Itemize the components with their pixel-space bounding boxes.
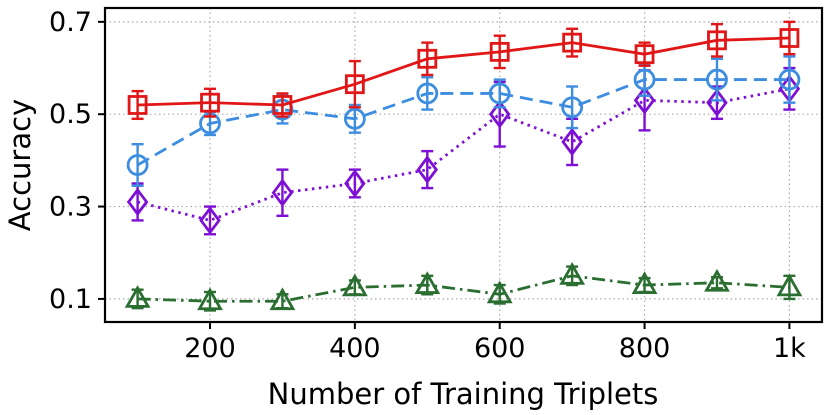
circle-marker bbox=[706, 68, 728, 91]
square-marker bbox=[272, 95, 293, 115]
diamond-marker bbox=[344, 169, 366, 198]
series-line bbox=[137, 274, 790, 303]
circle-marker bbox=[343, 107, 366, 130]
circle-marker bbox=[778, 68, 801, 91]
square-marker bbox=[634, 44, 655, 65]
square-marker bbox=[779, 28, 800, 48]
data-series bbox=[124, 20, 803, 312]
grid-lines bbox=[105, 8, 822, 322]
triangle-marker bbox=[197, 287, 223, 311]
square-marker bbox=[489, 41, 510, 62]
x-tick-label: 600 bbox=[474, 333, 526, 364]
y-tick-label: 0.5 bbox=[49, 99, 92, 130]
series-purple-diamonds bbox=[126, 66, 801, 236]
y-tick-label: 0.7 bbox=[49, 7, 92, 38]
triangle-marker bbox=[414, 271, 441, 294]
axes bbox=[98, 6, 824, 329]
y-axis-label: Accuracy bbox=[3, 99, 37, 231]
triangle-marker bbox=[124, 285, 151, 308]
y-tick-label: 0.1 bbox=[49, 284, 92, 315]
tick-labels: 200 400 600 800 1k 0.1 0.3 0.5 0.7 bbox=[49, 7, 806, 364]
square-marker bbox=[562, 32, 583, 53]
diamond-marker bbox=[416, 155, 439, 184]
triangle-marker bbox=[631, 271, 658, 294]
square-marker bbox=[707, 30, 727, 51]
square-marker bbox=[127, 95, 148, 115]
square-marker bbox=[344, 74, 365, 95]
diamond-marker bbox=[199, 206, 221, 235]
diamond-marker bbox=[561, 127, 583, 157]
x-tick-label: 1k bbox=[773, 333, 806, 364]
square-marker bbox=[417, 48, 438, 69]
x-tick-label: 800 bbox=[619, 333, 671, 364]
series-line bbox=[137, 87, 790, 222]
diamond-marker bbox=[706, 88, 728, 117]
circle-marker bbox=[488, 82, 511, 105]
circle-marker bbox=[633, 68, 656, 91]
series-green-triangles bbox=[124, 261, 803, 312]
diamond-marker bbox=[271, 178, 294, 208]
triangle-marker bbox=[269, 287, 296, 311]
x-tick-label: 400 bbox=[329, 333, 381, 364]
triangle-marker bbox=[559, 261, 586, 285]
diamond-marker bbox=[488, 99, 511, 129]
triangle-marker bbox=[704, 268, 730, 292]
triangle-marker bbox=[486, 280, 513, 304]
square-marker bbox=[200, 92, 220, 113]
diamond-marker bbox=[126, 187, 149, 217]
y-tick-label: 0.3 bbox=[49, 192, 92, 223]
series-line bbox=[136, 78, 790, 167]
triangle-marker bbox=[776, 273, 803, 297]
triangle-marker bbox=[341, 273, 368, 297]
series-line bbox=[137, 36, 790, 107]
circle-marker bbox=[126, 154, 149, 176]
series-red-squares bbox=[127, 20, 800, 121]
circle-marker bbox=[561, 96, 584, 119]
x-tick-label: 200 bbox=[184, 333, 236, 364]
circle-marker bbox=[416, 82, 439, 105]
series-blue-circles bbox=[126, 55, 801, 187]
x-axis-label: Number of Training Triplets bbox=[268, 377, 659, 411]
